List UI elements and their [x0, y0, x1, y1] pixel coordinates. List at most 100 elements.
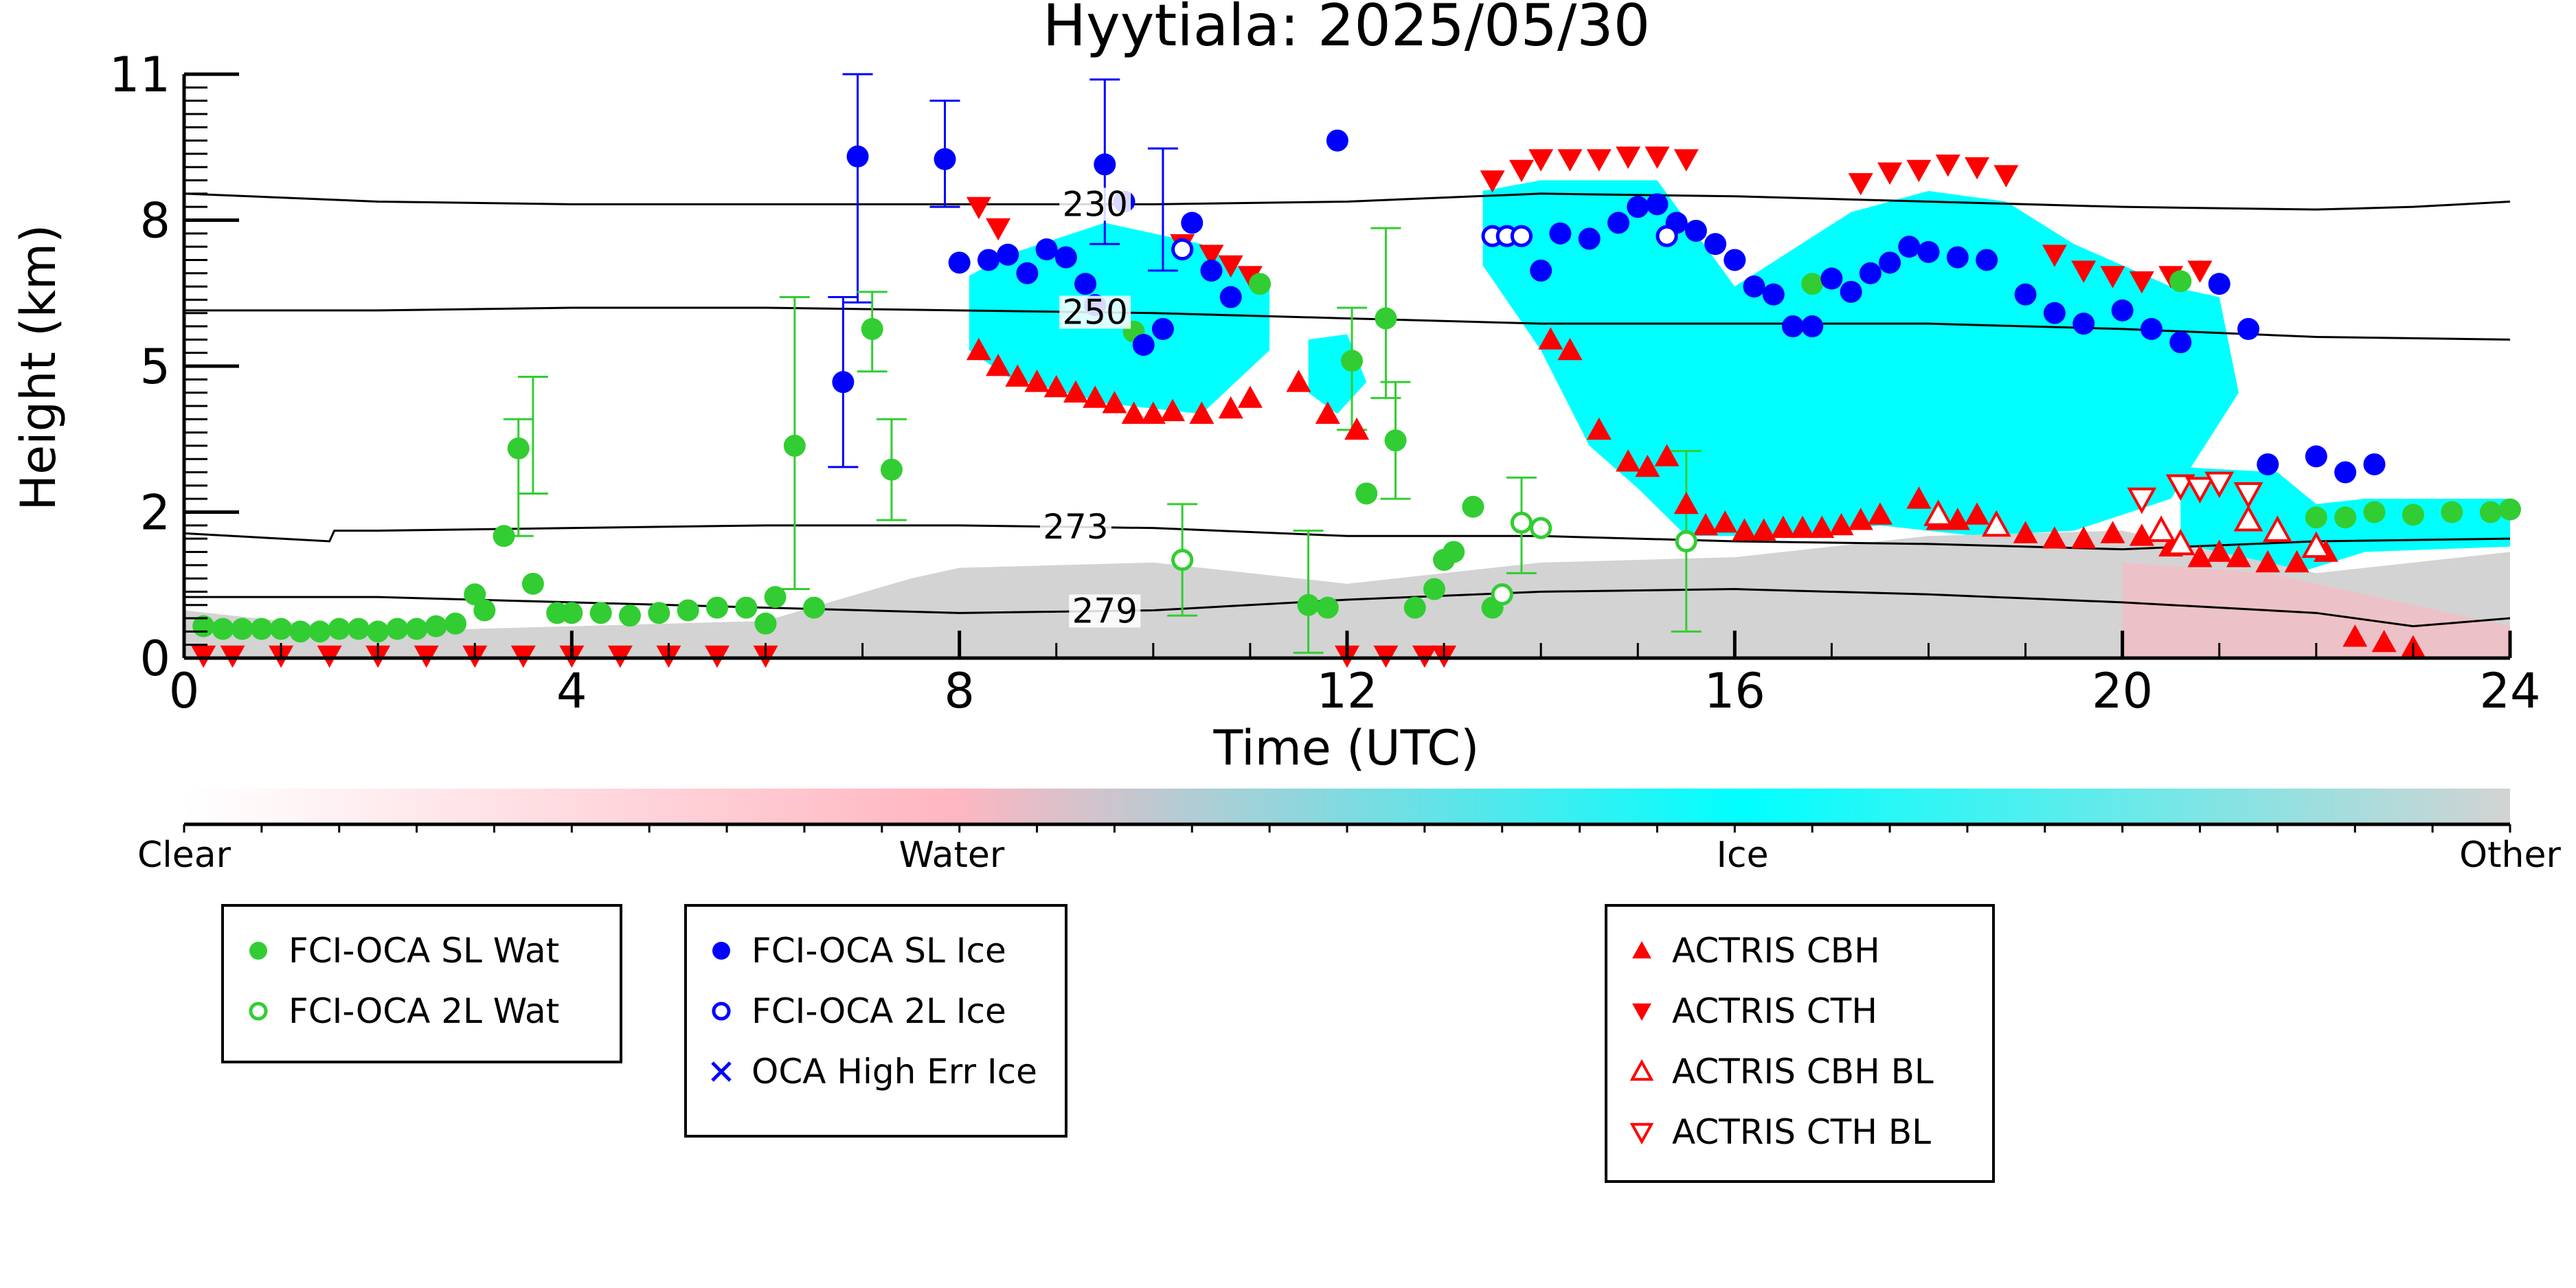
point-fci-oca-sl-ice [1094, 153, 1116, 176]
point-fci-oca-sl-ice [1627, 196, 1649, 218]
point-actris-cbh [1616, 449, 1641, 472]
point-actris-cth-bl [2204, 471, 2235, 499]
point-actris-cbh [1732, 518, 1757, 541]
point-actris-cbh [1751, 518, 1776, 541]
x-axis-label: Time (UTC) [1213, 720, 1480, 776]
error-bar [1147, 147, 1178, 272]
point-fci-oca-sl-wat [589, 602, 612, 624]
point-fci-oca-sl-ice [1016, 262, 1039, 284]
point-fci-oca-sl-wat [521, 572, 544, 595]
point-actris-cbh [2071, 526, 2097, 549]
legend-label: ACTRIS CTH BL [1672, 1112, 1932, 1152]
legend-marker-glyph [1632, 1003, 1651, 1021]
point-actris-cbh [1237, 385, 1263, 408]
y-tick-label: 0 [139, 631, 170, 687]
point-fci-oca-sl-ice [1578, 227, 1601, 250]
point-fci-oca-sl-ice [2043, 302, 2066, 324]
point-actris-cbh [1189, 401, 1214, 424]
contour-label-bg [1059, 295, 1131, 329]
legend-label: FCI-OCA 2L Wat [289, 991, 560, 1031]
point-fci-oca-sl-wat [783, 434, 806, 457]
point-fci-oca-sl-wat [386, 618, 409, 640]
point-fci-oca-sl-wat [270, 618, 293, 640]
point-actris-cth [1528, 149, 1554, 172]
point-fci-oca-sl-ice [1181, 212, 1204, 234]
point-actris-cbh [1315, 401, 1340, 424]
point-actris-cth [2129, 271, 2154, 294]
point-actris-cbh [2284, 550, 2309, 573]
point-fci-oca-sl-wat [2479, 501, 2502, 523]
point-fci-oca-sl-wat [1801, 273, 1824, 295]
point-fci-oca-sl-wat [2499, 498, 2521, 521]
contour-label-250: 250 [1062, 293, 1127, 332]
point-fci-oca-sl-ice [1946, 246, 1969, 269]
x-tick-label: 4 [556, 663, 587, 719]
point-actris-cbh [1102, 391, 1127, 414]
legend-water: FCI-OCA SL Wat FCI-OCA 2L Wat [221, 904, 622, 1063]
point-fci-oca-sl-ice [1151, 317, 1174, 340]
error-bar [503, 418, 534, 537]
point-fci-oca-sl-wat [880, 458, 903, 481]
contour-230 [184, 192, 2510, 211]
point-fci-oca-sl-ice [2237, 317, 2260, 340]
contour-label-bg [1039, 510, 1111, 544]
x-tick-label: 24 [2479, 663, 2540, 719]
point-fci-oca-sl-ice [1200, 259, 1223, 282]
legend-marker-glyph [712, 942, 730, 960]
point-actris-cbh [2187, 545, 2213, 567]
point-fci-oca-sl-wat [1384, 429, 1407, 452]
point-fci-oca-sl-wat [328, 618, 350, 640]
point-actris-cbh [2255, 550, 2281, 573]
error-bar [1293, 530, 1324, 654]
point-actris-cbh [1635, 454, 1660, 477]
point-actris-cbh [986, 354, 1011, 376]
point-actris-cbh [2206, 539, 2232, 562]
point-actris-cbh [1770, 515, 1796, 539]
point-fci-oca-2l-ice [1171, 238, 1194, 261]
point-fci-oca-sl-wat [1297, 594, 1320, 616]
point-fci-oca-2l-wat [1675, 530, 1697, 553]
point-fci-oca-2l-wat [1510, 511, 1533, 534]
point-fci-oca-sl-ice [2363, 453, 2386, 475]
point-actris-cbh [1538, 327, 1563, 350]
chart-title: Hyytiala: 2025/05/30 [1043, 0, 1650, 59]
point-actris-cth [1557, 149, 1583, 172]
point-fci-oca-sl-wat [1462, 495, 1484, 518]
point-actris-cth [1935, 154, 1961, 177]
colorbar-label-other: Other [2459, 835, 2561, 876]
point-actris-cbh [1557, 337, 1583, 361]
error-bar [842, 73, 873, 304]
point-fci-oca-sl-ice [934, 148, 956, 170]
point-actris-cth [2071, 260, 2097, 283]
point-fci-oca-2l-ice [1656, 225, 1678, 247]
point-fci-oca-sl-ice [1530, 259, 1552, 282]
point-actris-cbh [2013, 521, 2038, 543]
point-fci-oca-sl-wat [618, 605, 641, 627]
legend-marker-actris-cbh [1632, 941, 1651, 959]
point-fci-oca-sl-ice [1684, 219, 1707, 242]
point-fci-oca-sl-wat [425, 615, 447, 637]
point-fci-oca-sl-wat [2305, 506, 2327, 529]
point-fci-oca-sl-wat [289, 620, 312, 643]
contour-250 [184, 306, 2510, 341]
point-fci-oca-sl-wat [507, 437, 530, 460]
legend-marker-glyph [1632, 941, 1651, 959]
point-fci-oca-sl-ice [1743, 275, 1765, 298]
point-actris-cth [1673, 149, 1699, 172]
cloud-region-water [2122, 562, 2510, 658]
contour-label-bg [1069, 594, 1141, 628]
y-tick-label: 8 [139, 193, 170, 249]
colorbar-label-clear: Clear [137, 835, 231, 876]
point-fci-oca-sl-ice [846, 145, 869, 168]
point-fci-oca-sl-ice [1035, 238, 1058, 260]
point-fci-oca-sl-ice [1917, 240, 1940, 263]
point-fci-oca-sl-ice [2140, 317, 2162, 340]
point-actris-cth [1906, 159, 1932, 183]
series-fci-oca-sl-wat [192, 270, 2521, 643]
point-fci-oca-sl-ice [1704, 233, 1727, 256]
point-actris-cth-bl [2185, 477, 2215, 504]
point-fci-oca-sl-wat [1423, 578, 1445, 600]
point-actris-cth [1645, 146, 1670, 169]
point-fci-oca-sl-ice [1820, 267, 1843, 290]
